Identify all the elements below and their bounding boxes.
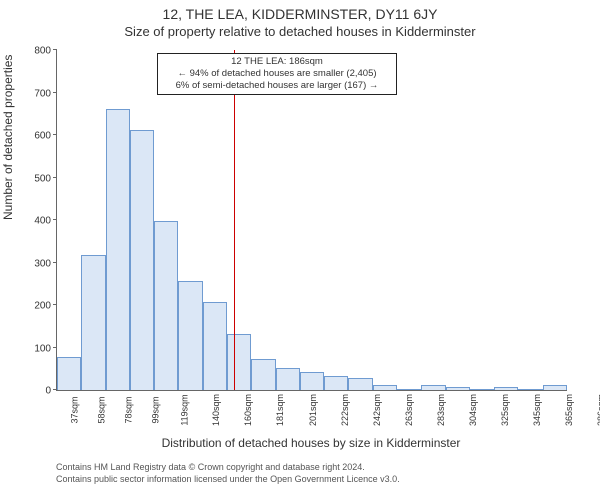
bar (81, 255, 105, 390)
bar-slot (348, 50, 372, 390)
bar (178, 281, 202, 390)
bar-slot (57, 50, 81, 390)
bar-slot (494, 50, 518, 390)
y-tick-label: 800 (21, 46, 51, 57)
bar-slot (154, 50, 178, 390)
bar (421, 385, 445, 390)
x-tick-label: 140sqm (211, 394, 221, 426)
x-tick-label: 386sqm (596, 394, 600, 426)
x-tick-label: 263sqm (404, 394, 414, 426)
bar (373, 385, 397, 390)
plot-area: Number of detached properties 12 THE LEA… (56, 50, 567, 391)
bar-slot (203, 50, 227, 390)
x-tick-label: 201sqm (308, 394, 318, 426)
bar (227, 334, 251, 390)
y-tick-mark (53, 92, 57, 93)
y-tick-label: 500 (21, 173, 51, 184)
bar (543, 385, 567, 390)
annotation-box: 12 THE LEA: 186sqm ← 94% of detached hou… (157, 53, 397, 95)
x-axis-label: Distribution of detached houses by size … (56, 436, 566, 450)
bar-slot (227, 50, 251, 390)
annotation-line-1: 12 THE LEA: 186sqm (162, 56, 392, 68)
bar-slot (421, 50, 445, 390)
y-tick-label: 400 (21, 216, 51, 227)
y-tick-mark (53, 389, 57, 390)
bar-slot (130, 50, 154, 390)
bar (106, 109, 130, 391)
x-tick-label: 37sqm (70, 396, 80, 423)
x-tick-labels: 37sqm58sqm78sqm99sqm119sqm140sqm160sqm18… (56, 392, 566, 402)
bar-slot (470, 50, 494, 390)
annotation-line-2: ← 94% of detached houses are smaller (2,… (162, 68, 392, 80)
y-tick-mark (53, 347, 57, 348)
bar (251, 359, 275, 390)
bar-slot (178, 50, 202, 390)
y-axis-label: Number of detached properties (1, 55, 15, 220)
x-tick-label: 283sqm (436, 394, 446, 426)
x-tick-label: 160sqm (243, 394, 253, 426)
bar (57, 357, 81, 390)
bar-slot (543, 50, 567, 390)
y-tick-label: 200 (21, 301, 51, 312)
bar-slot (251, 50, 275, 390)
bar-slot (397, 50, 421, 390)
bar (348, 378, 372, 390)
x-tick-label: 325sqm (500, 394, 510, 426)
bar (300, 372, 324, 390)
bar (130, 130, 154, 390)
bar-slot (373, 50, 397, 390)
y-tick-mark (53, 219, 57, 220)
bar (397, 389, 421, 390)
bar (518, 389, 542, 390)
bar-slot (106, 50, 130, 390)
bar (446, 387, 470, 390)
footer-line-2: Contains public sector information licen… (56, 474, 580, 486)
marker-line (234, 50, 235, 390)
x-tick-label: 345sqm (532, 394, 542, 426)
bar-slot (518, 50, 542, 390)
y-tick-label: 700 (21, 88, 51, 99)
property-size-histogram: { "address": "12, THE LEA, KIDDERMINSTER… (0, 0, 600, 500)
y-tick-mark (53, 304, 57, 305)
footer-line-1: Contains HM Land Registry data © Crown c… (56, 462, 580, 474)
bar (494, 387, 518, 390)
footer-attribution: Contains HM Land Registry data © Crown c… (56, 462, 580, 485)
x-tick-label: 119sqm (180, 394, 190, 425)
bar-slot (324, 50, 348, 390)
x-tick-label: 78sqm (124, 396, 134, 423)
bar (276, 368, 300, 390)
page-title: 12, THE LEA, KIDDERMINSTER, DY11 6JY (0, 6, 600, 22)
x-tick-label: 304sqm (468, 394, 478, 426)
x-tick-label: 365sqm (564, 394, 574, 426)
bar-slot (300, 50, 324, 390)
y-tick-mark (53, 49, 57, 50)
y-tick-mark (53, 262, 57, 263)
y-tick-mark (53, 134, 57, 135)
bar (203, 302, 227, 390)
y-tick-label: 300 (21, 258, 51, 269)
y-tick-label: 0 (21, 386, 51, 397)
y-tick-label: 600 (21, 131, 51, 142)
bar (324, 376, 348, 390)
bar (470, 389, 494, 390)
x-tick-label: 99sqm (151, 396, 161, 423)
x-tick-label: 181sqm (276, 394, 286, 426)
x-tick-label: 58sqm (97, 396, 107, 423)
bar (154, 221, 178, 390)
chart-subtitle: Size of property relative to detached ho… (0, 24, 600, 39)
bar-slot (81, 50, 105, 390)
y-tick-mark (53, 177, 57, 178)
x-tick-label: 242sqm (372, 394, 382, 426)
annotation-line-3: 6% of semi-detached houses are larger (1… (162, 80, 392, 92)
bar-slot (446, 50, 470, 390)
x-tick-label: 222sqm (340, 394, 350, 426)
bar-slot (276, 50, 300, 390)
bars-container (57, 50, 567, 390)
y-tick-label: 100 (21, 343, 51, 354)
